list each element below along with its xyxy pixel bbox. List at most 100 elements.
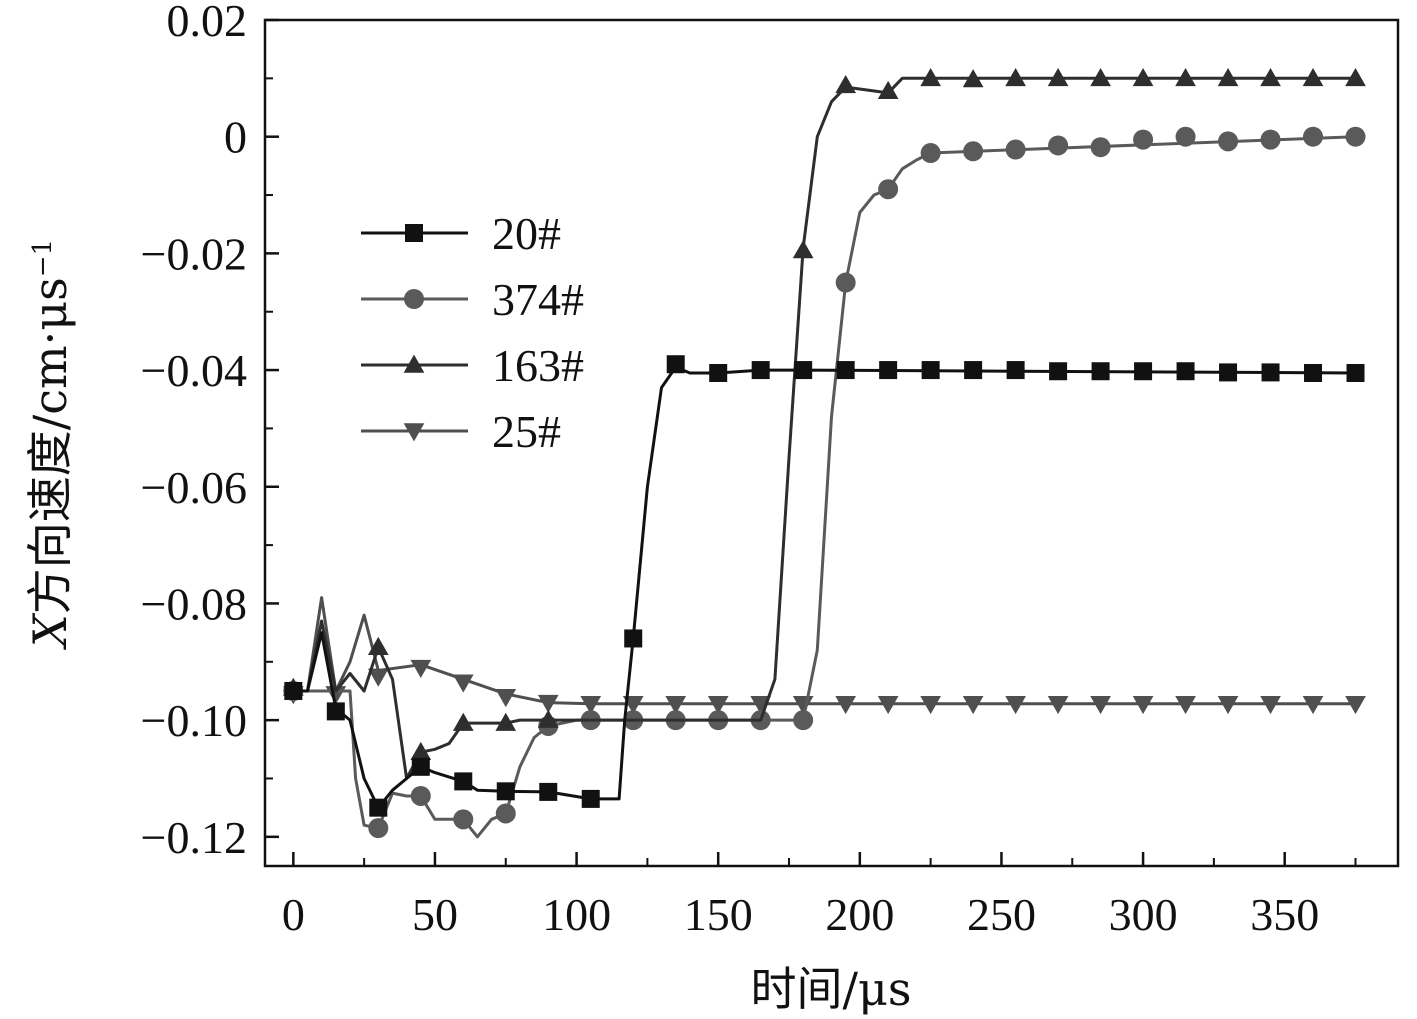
data-point	[877, 80, 899, 99]
data-point	[751, 361, 770, 380]
data-point	[1090, 137, 1111, 158]
legend-item: 20#	[361, 208, 561, 259]
data-point	[1260, 67, 1281, 87]
data-point	[1176, 362, 1195, 381]
data-point	[580, 696, 602, 715]
data-point	[1303, 126, 1324, 147]
data-point	[284, 681, 303, 700]
data-point	[1047, 696, 1069, 715]
data-point	[835, 696, 857, 715]
data-point	[410, 741, 432, 760]
data-point	[836, 361, 855, 380]
series-line	[293, 596, 1356, 706]
data-point	[410, 785, 431, 806]
data-point	[453, 809, 474, 830]
data-point	[1005, 67, 1026, 87]
data-point	[452, 712, 474, 731]
data-point	[495, 803, 516, 824]
data-point	[537, 709, 559, 728]
series-163	[282, 67, 1366, 780]
data-point	[1175, 696, 1196, 715]
data-point	[1302, 696, 1324, 715]
series-line	[293, 135, 1356, 839]
legend-marker	[403, 354, 425, 373]
data-point	[1006, 361, 1025, 380]
data-point	[1219, 363, 1238, 382]
data-point	[1090, 67, 1111, 87]
data-point	[1047, 67, 1069, 87]
legend-marker	[405, 224, 423, 242]
legend-item: 25#	[361, 406, 561, 457]
y-tick-label: −0.10	[141, 695, 247, 746]
data-point	[452, 674, 474, 693]
data-point	[920, 696, 941, 715]
data-point	[1132, 67, 1154, 87]
data-point	[411, 757, 430, 776]
data-point	[794, 361, 813, 380]
x-tick-label: 150	[684, 889, 753, 940]
legend: 20# 374# 163# 25#	[361, 208, 584, 457]
x-tick-label: 200	[825, 889, 894, 940]
data-point	[539, 782, 558, 801]
data-point	[879, 361, 898, 380]
x-axis-title: 时间/μs	[751, 962, 912, 1016]
data-point	[962, 69, 984, 88]
data-point	[878, 179, 899, 200]
y-axis-title-variable: X	[23, 612, 77, 650]
data-point	[367, 636, 389, 655]
data-point	[707, 696, 729, 715]
series-line	[293, 76, 1356, 780]
data-point	[793, 710, 814, 731]
y-axis-title-exponent: −1	[28, 239, 58, 277]
series-line	[293, 365, 1356, 810]
data-point	[410, 659, 432, 678]
y-tick-label: 0	[224, 112, 247, 163]
data-point	[1132, 696, 1154, 715]
data-series	[282, 67, 1366, 839]
data-point	[1260, 696, 1281, 715]
data-point	[1217, 696, 1239, 715]
data-point	[1345, 696, 1366, 715]
data-point	[964, 361, 983, 380]
data-point	[920, 67, 941, 87]
data-point	[1217, 67, 1239, 87]
data-point	[1005, 139, 1026, 160]
series-25	[282, 596, 1366, 715]
data-point	[750, 696, 772, 715]
data-point	[665, 696, 687, 715]
x-tick-label: 250	[967, 889, 1036, 940]
data-point	[1302, 67, 1324, 87]
legend-marker	[404, 289, 424, 309]
x-tick-label: 100	[542, 889, 611, 940]
data-point	[1133, 129, 1154, 150]
data-point	[496, 782, 515, 801]
data-point	[921, 361, 940, 380]
data-point	[495, 689, 517, 708]
y-tick-label: −0.12	[141, 812, 247, 863]
y-tick-label: −0.04	[141, 345, 247, 396]
data-point	[792, 240, 814, 259]
data-point	[369, 798, 388, 817]
data-point	[624, 629, 643, 648]
plot-frame	[263, 18, 1400, 868]
data-point	[326, 702, 345, 721]
data-point	[1090, 696, 1111, 715]
y-tick-label: −0.02	[141, 228, 247, 279]
data-point	[1345, 126, 1366, 147]
y-tick-label: 0.02	[167, 0, 248, 46]
data-point	[666, 355, 685, 374]
x-tick-label: 0	[282, 889, 305, 940]
y-tick-label: −0.08	[141, 578, 247, 629]
data-point	[368, 818, 389, 839]
legend-item: 163#	[361, 340, 584, 391]
tick-labels: 0 50 100 150 200 250 300 350 0.02 0 −0.02 −0.04 −0.0…	[141, 0, 1320, 940]
data-point	[537, 694, 559, 713]
legend-label: 20#	[492, 208, 561, 259]
data-point	[1218, 131, 1239, 152]
y-tick-label: −0.06	[141, 462, 247, 513]
data-point	[1005, 696, 1026, 715]
data-point	[1091, 362, 1110, 381]
legend-label: 374#	[492, 274, 584, 325]
data-point	[835, 272, 856, 293]
x-tick-label: 300	[1109, 889, 1178, 940]
